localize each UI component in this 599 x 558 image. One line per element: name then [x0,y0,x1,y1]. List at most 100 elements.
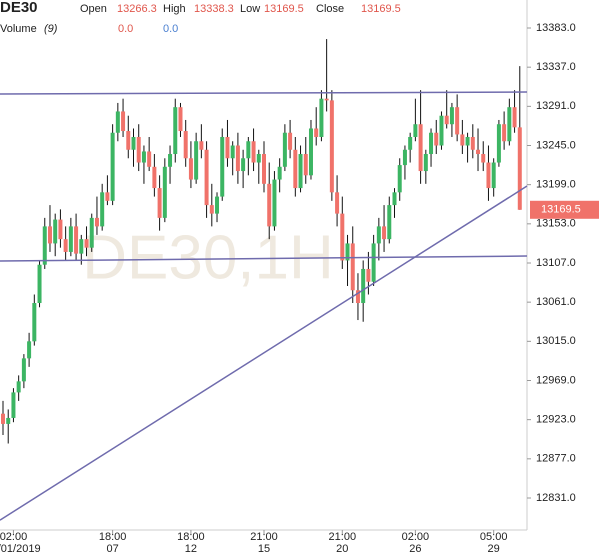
candle-body [496,124,501,163]
candle-body [502,124,507,142]
candle-body [303,154,308,176]
candle-body [89,217,94,248]
x-tick-label: 15 [258,543,270,555]
candle-body [188,158,193,180]
volume-period: (9) [44,23,58,35]
candle-body [199,141,204,150]
candle-body [376,226,381,244]
candle-body [256,154,261,163]
candle-body [53,219,58,244]
y-tick-label: 12831.0 [536,492,576,504]
candle-body [382,226,387,240]
candle-body [397,165,402,193]
candle-body [512,107,517,128]
candle-body [121,111,126,132]
candle-body [517,127,522,210]
candle-body [314,128,319,137]
y-tick-label: 13291.0 [536,100,576,112]
candle-body [162,166,167,218]
candle-body [350,243,355,291]
candle-body [94,217,99,227]
x-tick-label: 18:00 [99,531,127,543]
x-tick-label: 02:00 [0,531,27,543]
x-tick-label: 18:00 [177,531,205,543]
candle-body [402,149,407,166]
candle-body [413,124,418,137]
candle-body [147,151,152,167]
y-tick-label: 13061.0 [536,296,576,308]
candle-body [272,179,277,227]
candle-body [79,239,84,254]
candle-body [225,136,230,159]
candle-body [215,196,220,214]
y-tick-label: 12969.0 [536,374,576,386]
candle-body [319,98,324,137]
candle-body [204,149,209,206]
candle-body [16,381,21,393]
candle-body [194,141,199,180]
candle-body [423,154,428,172]
candle-body [434,132,439,146]
candle-body [58,219,63,240]
candle-body [126,131,131,150]
ohlc-value: 13338.3 [194,3,234,15]
candle-body [293,149,298,189]
candle-body [209,205,214,214]
y-tick-label: 13107.0 [536,257,576,269]
candle-body [230,145,235,159]
candle-body [371,243,376,282]
ohlc-value: 13169.5 [264,3,304,15]
y-tick-label: 12877.0 [536,453,576,465]
candle-body [408,136,413,150]
y-tick-label: 13383.0 [536,22,576,34]
ohlc-label: Close [316,3,344,15]
candle-body [235,145,240,172]
volume-value: 0.0 [118,23,133,35]
x-tick-label: 12 [185,543,197,555]
candle-body [105,192,110,201]
volume-label: Volume [0,23,37,35]
candle-body [74,226,79,254]
candle-body [68,226,73,252]
ohlc-label: High [163,3,186,15]
candle-body [460,134,465,146]
candle-body [42,226,47,265]
candle-body [308,128,313,176]
candle-body [355,290,360,304]
candle-body [481,154,486,163]
candle-body [173,107,178,155]
candle-body [491,162,496,189]
x-tick-label: 21:00 [329,531,357,543]
candle-body [115,111,120,133]
candle-body [277,166,282,180]
candle-body [455,107,460,135]
trendline [0,185,528,521]
price-tag [530,200,599,219]
candle-body [470,136,475,150]
candle-body [282,132,287,167]
candle-body [507,107,512,142]
candle-body [361,268,366,304]
trendline [0,255,528,262]
x-tick-label: 20 [336,543,348,555]
candle-body [168,154,173,167]
candle-body [340,213,345,261]
y-tick-label: 13337.0 [536,61,576,73]
candle-body [84,239,89,248]
candle-body [246,141,251,159]
candle-body [131,136,136,150]
candle-body [27,341,32,359]
x-tick-label: 11/01/2019 [0,543,41,555]
ohlc-value: 13266.3 [117,3,157,15]
x-tick-label: 21:00 [250,531,278,543]
candle-body [110,132,115,201]
ohlc-value: 13169.5 [361,3,401,15]
candle-body [32,303,37,342]
candle-body [324,98,329,101]
candle-body [152,166,157,189]
candle-body [141,151,146,163]
y-tick-label: 13015.0 [536,335,576,347]
candle-body [267,183,272,227]
candle-body [6,417,11,424]
